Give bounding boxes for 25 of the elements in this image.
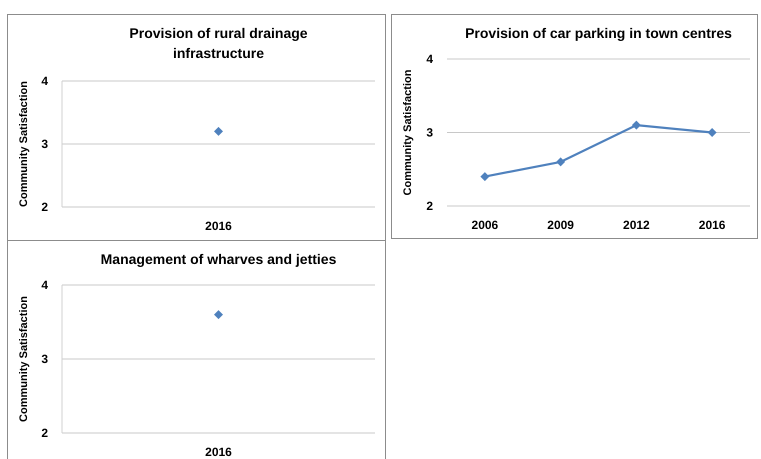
chart-title: Management of wharves and jetties [100, 251, 337, 267]
y-tick-label: 4 [41, 74, 48, 88]
y-tick-label: 2 [426, 199, 434, 214]
y-axis-title: Community Satisfaction [402, 69, 414, 196]
y-tick-label: 2 [41, 200, 48, 214]
point [708, 128, 717, 137]
x-tick-label: 2009 [547, 218, 574, 232]
y-tick-label: 2 [41, 426, 48, 440]
x-tick-label: 2012 [623, 218, 650, 232]
y-tick-label: 4 [41, 278, 48, 292]
x-tick-label: 2016 [698, 218, 726, 232]
x-tick-label: 2016 [205, 445, 232, 459]
y-tick-label: 3 [41, 137, 48, 152]
y-tick-label: 3 [426, 126, 434, 140]
x-tick-label: 2006 [472, 218, 499, 232]
y-tick-label: 4 [426, 52, 434, 66]
point [556, 157, 566, 166]
y-tick-label: 3 [41, 352, 48, 366]
chart-title: Provision of car parking in town centres [465, 25, 732, 41]
chart-title: Provision of rural drainage infrastructure [129, 25, 308, 61]
x-tick-label: 2016 [205, 219, 232, 233]
point [480, 172, 490, 182]
point [632, 120, 641, 130]
y-axis-title: Community Satisfaction [18, 80, 30, 207]
y-axis-title: Community Satisfaction [18, 296, 30, 422]
